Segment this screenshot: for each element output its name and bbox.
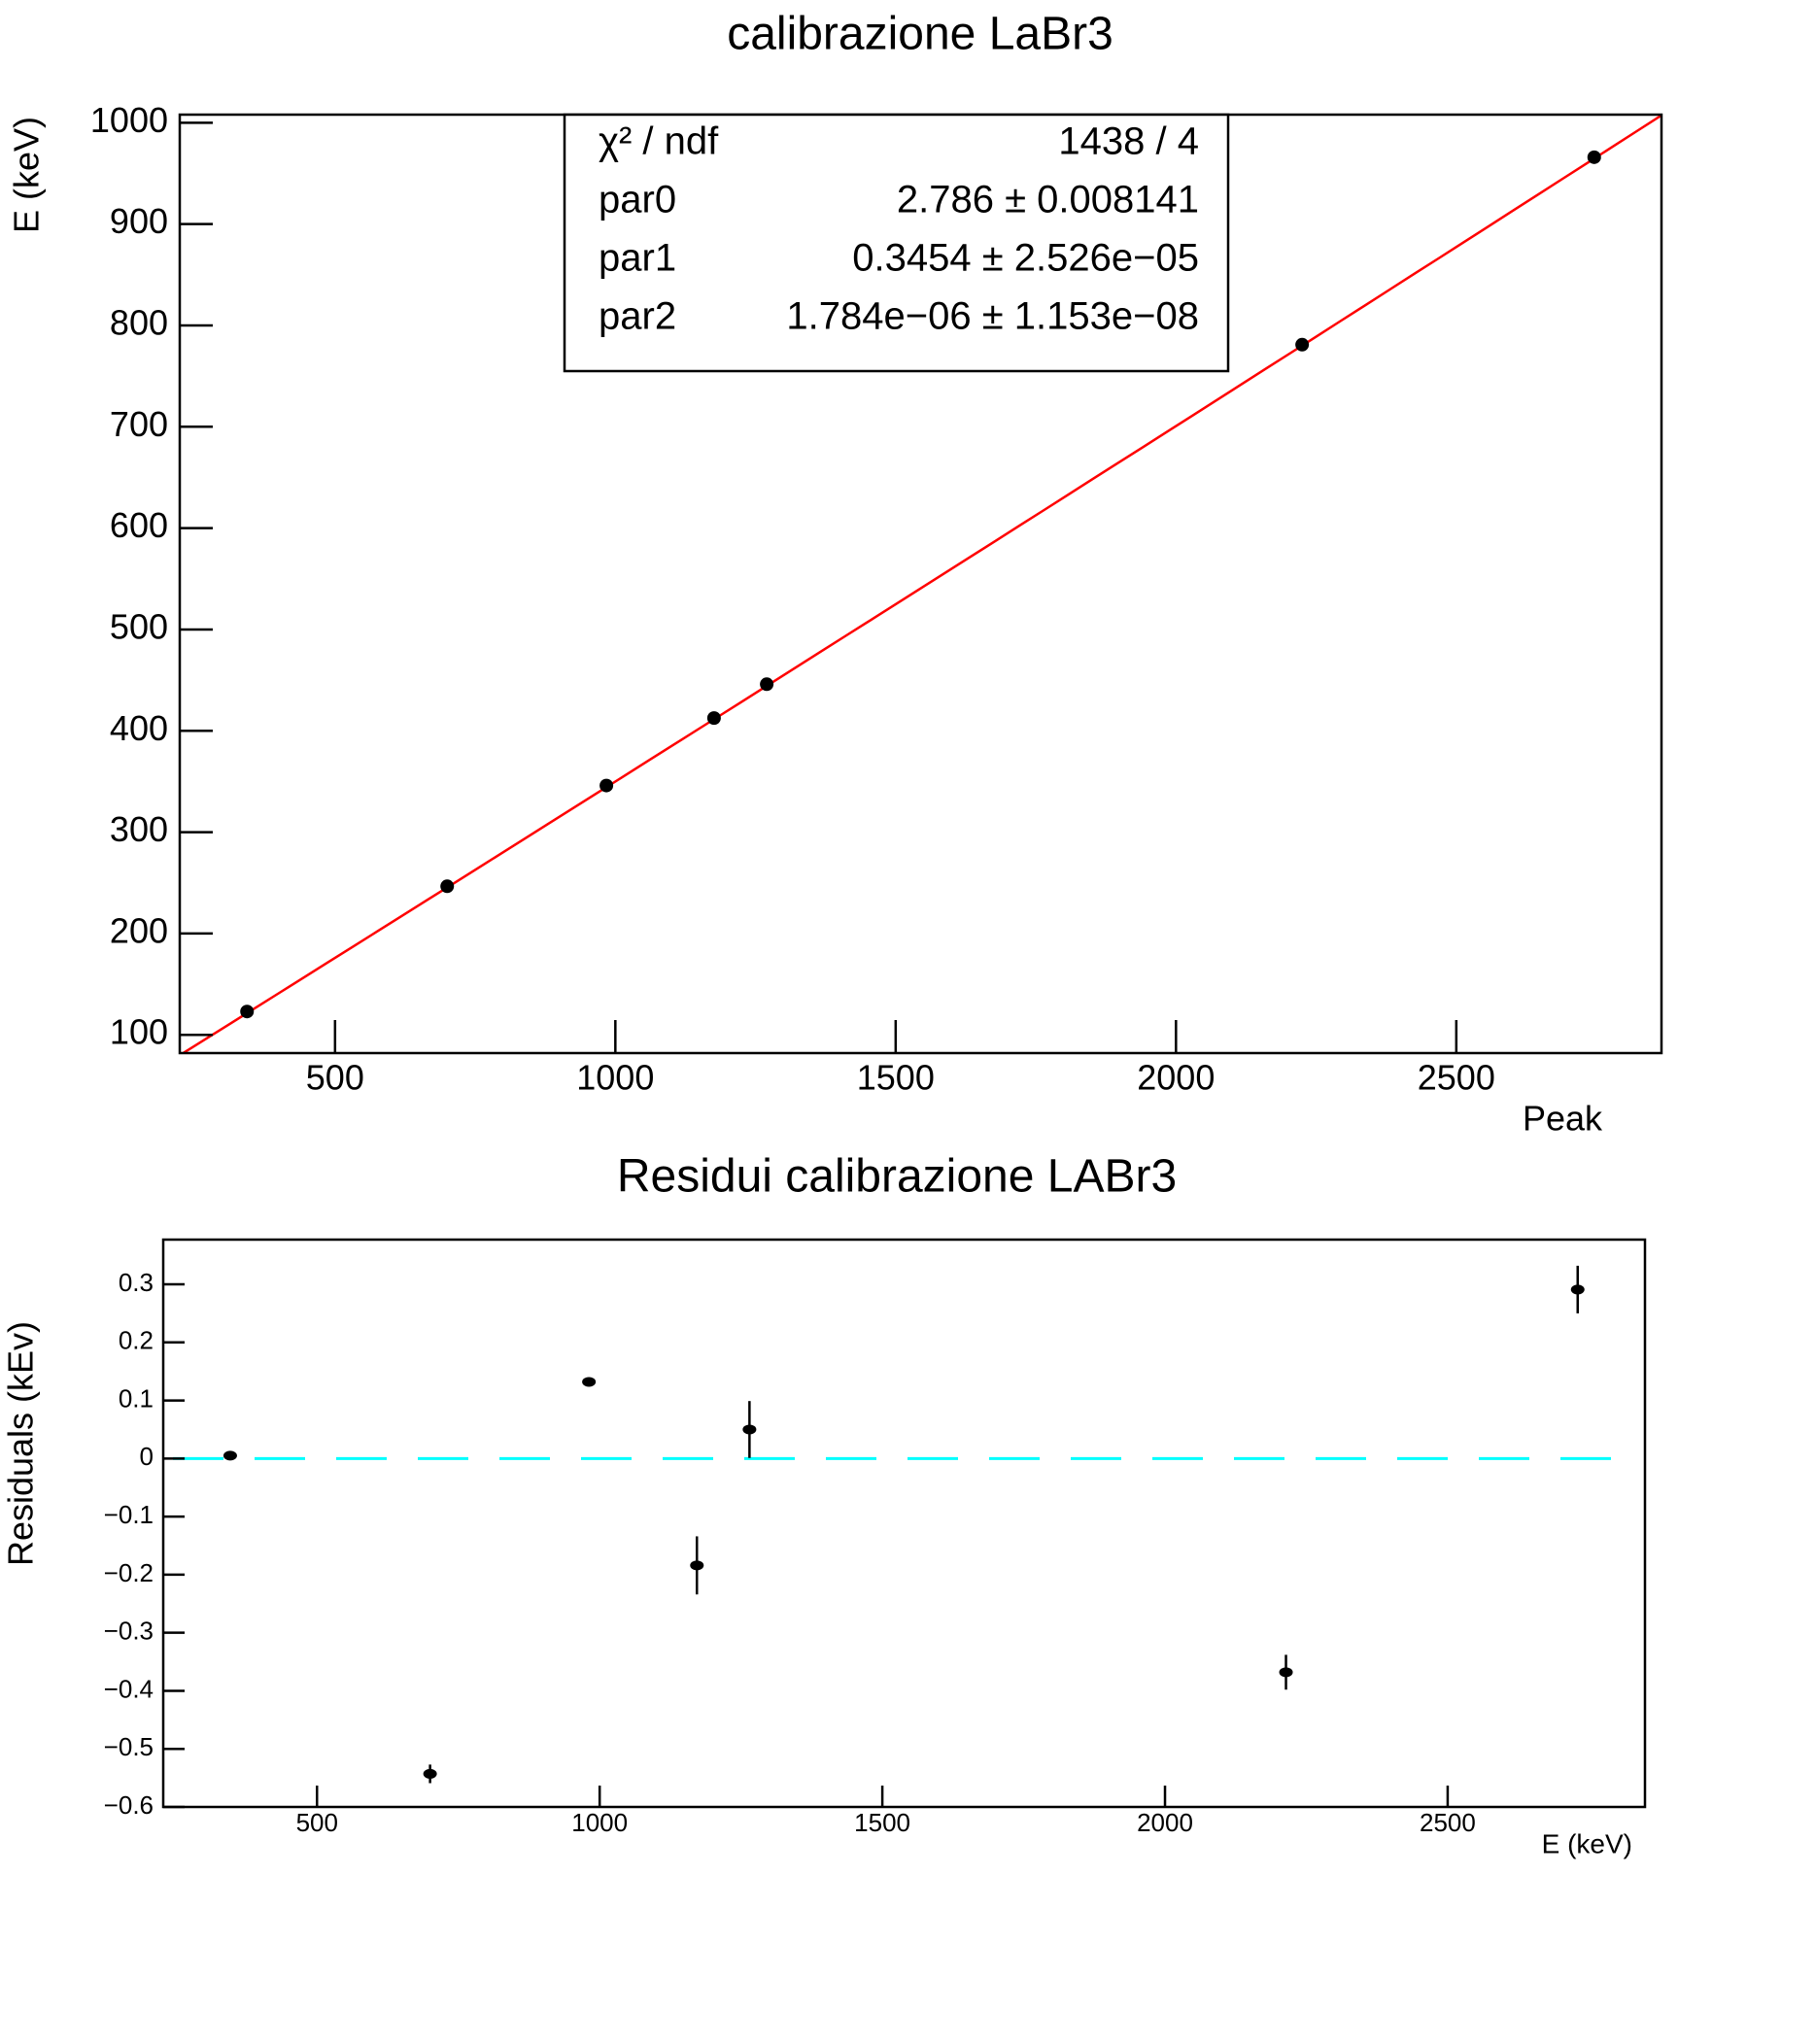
- y-tick-label: 100: [110, 1012, 168, 1052]
- x-axis-title: Peak: [1523, 1099, 1603, 1139]
- y-tick-label: 1000: [90, 100, 168, 140]
- point: [1587, 150, 1601, 164]
- stats-label: par2: [599, 295, 676, 338]
- x-tick-label: 500: [296, 1808, 338, 1837]
- x-tick-label: 2500: [1418, 1058, 1495, 1098]
- y-tick-label: 0.3: [119, 1268, 154, 1297]
- y-tick-label: 400: [110, 708, 168, 748]
- point: [582, 1377, 597, 1387]
- stats-value: 1.784e−06 ± 1.153e−08: [786, 295, 1199, 338]
- x-tick-label: 2000: [1137, 1058, 1215, 1098]
- fit-line: [181, 115, 1661, 1053]
- y-tick-label: 0.1: [119, 1383, 154, 1413]
- point: [760, 677, 774, 692]
- x-tick-label: 2500: [1420, 1808, 1476, 1837]
- point: [240, 1005, 255, 1019]
- point: [599, 778, 614, 793]
- point: [1295, 337, 1310, 352]
- chart-title: Residui calibrazione LABr3: [617, 1151, 1177, 1203]
- x-tick-label: 1500: [857, 1058, 935, 1098]
- frame: [161, 1238, 1647, 1809]
- y-axis-title: E (keV): [7, 117, 47, 233]
- chart-title: calibrazione LaBr3: [727, 9, 1113, 60]
- x-tick-label: 1500: [854, 1808, 910, 1837]
- y-tick-label: −0.5: [104, 1732, 154, 1761]
- stats-label: par0: [599, 179, 676, 221]
- stats-value: 1438 / 4: [1058, 120, 1199, 163]
- point: [440, 879, 455, 894]
- x-tick-label: 1000: [576, 1058, 654, 1098]
- plot-area: [181, 115, 1661, 1053]
- point: [706, 711, 721, 726]
- stats-label: χ² / ndf: [599, 120, 719, 163]
- y-tick-label: 0.2: [119, 1326, 154, 1355]
- point: [1570, 1284, 1585, 1295]
- x-tick-label: 1000: [571, 1808, 628, 1837]
- plot-area: [173, 1265, 1637, 1784]
- x-axis-title: E (keV): [1542, 1828, 1632, 1858]
- y-tick-label: 500: [110, 606, 168, 646]
- stats-box: [563, 113, 1230, 373]
- y-tick-label: −0.4: [104, 1674, 154, 1703]
- y-tick-label: 600: [110, 505, 168, 545]
- stats-label: par1: [599, 237, 676, 280]
- y-tick-label: −0.1: [104, 1500, 154, 1529]
- x-tick-label: 2000: [1137, 1808, 1193, 1837]
- y-tick-label: 700: [110, 404, 168, 444]
- stats-value: 0.3454 ± 2.526e−05: [852, 237, 1199, 280]
- point: [742, 1424, 757, 1435]
- point: [223, 1450, 237, 1461]
- stats-value: 2.786 ± 0.008141: [897, 179, 1199, 221]
- y-tick-label: 200: [110, 910, 168, 950]
- y-tick-label: 0: [140, 1442, 154, 1471]
- y-tick-label: −0.2: [104, 1558, 154, 1587]
- y-tick-label: 800: [110, 303, 168, 343]
- y-tick-label: −0.6: [104, 1790, 154, 1820]
- y-axis-title: Residuals (kEv): [1, 1321, 41, 1566]
- y-tick-label: −0.3: [104, 1617, 154, 1646]
- y-tick-label: 300: [110, 809, 168, 849]
- x-tick-label: 500: [306, 1058, 364, 1098]
- y-tick-label: 900: [110, 201, 168, 241]
- point: [1279, 1667, 1293, 1678]
- point: [690, 1560, 704, 1571]
- point: [423, 1768, 437, 1779]
